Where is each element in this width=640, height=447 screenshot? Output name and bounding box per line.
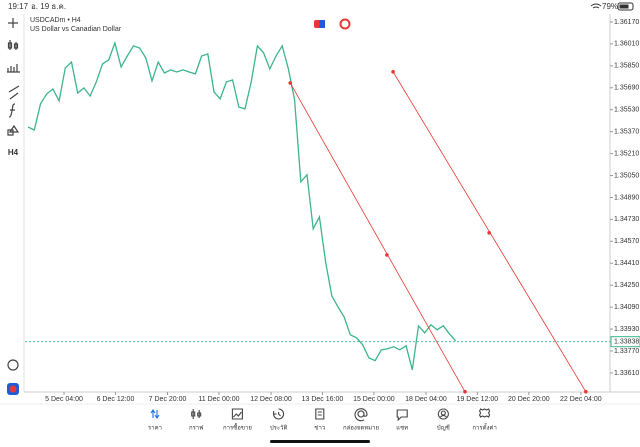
y-tick-label: 1.34570 bbox=[614, 238, 639, 245]
y-tick-label: 1.34090 bbox=[614, 304, 639, 311]
battery-icon bbox=[617, 2, 634, 11]
y-tick-label: 1.35850 bbox=[614, 63, 639, 70]
y-tick-label: 1.34730 bbox=[614, 216, 639, 223]
y-tick-label: 1.35370 bbox=[614, 128, 639, 135]
shapes-tool[interactable] bbox=[7, 124, 20, 136]
price-line bbox=[27, 40, 457, 370]
nav-label: ประวัติ bbox=[270, 425, 288, 432]
nav-icon bbox=[354, 408, 368, 422]
trendline-handle bbox=[288, 81, 293, 85]
nav-item[interactable]: กล่องจดหมาย bbox=[343, 408, 379, 432]
y-tick-label: 1.35210 bbox=[614, 150, 639, 157]
account-badge-dot bbox=[9, 385, 17, 393]
nav-icon bbox=[478, 408, 491, 418]
y-tick-label: 1.34410 bbox=[614, 260, 639, 267]
y-tick-label: 1.33610 bbox=[614, 370, 639, 377]
y-tick-label: 1.33930 bbox=[614, 326, 639, 333]
nav-label: ข่าว bbox=[314, 425, 325, 432]
x-tick-label: 22 Dec 04:00 bbox=[560, 396, 602, 403]
nav-icon bbox=[396, 409, 408, 422]
status-date: อ. 19 ธ.ค. bbox=[31, 2, 66, 11]
x-tick-label: 15 Dec 00:00 bbox=[353, 396, 395, 403]
nav-item[interactable]: การซื้อขาย bbox=[223, 408, 252, 432]
x-tick-label: 13 Dec 16:00 bbox=[302, 396, 344, 403]
y-tick-label: 1.35530 bbox=[614, 107, 639, 114]
status-battery: 79% bbox=[602, 2, 618, 11]
current-price-box bbox=[610, 336, 640, 348]
nav-icon bbox=[231, 408, 243, 420]
y-tick-label: 1.35690 bbox=[614, 85, 639, 92]
nav-label: การตั้งค่า bbox=[472, 422, 496, 432]
nav-label: แชท bbox=[396, 425, 408, 432]
trendline-handle bbox=[385, 253, 389, 257]
chart-title: USDCADm • H4 bbox=[30, 17, 81, 24]
nav-label: ราคา bbox=[148, 425, 162, 432]
x-tick-label: 7 Dec 20:00 bbox=[149, 396, 187, 403]
x-tick-label: 11 Dec 00:00 bbox=[198, 396, 239, 403]
nav-label: การซื้อขาย bbox=[223, 422, 252, 432]
chart-subtitle: US Dollar vs Canadian Dollar bbox=[30, 26, 122, 33]
wifi-icon bbox=[590, 3, 602, 9]
nav-icon bbox=[315, 408, 325, 420]
home-indicator bbox=[270, 440, 370, 443]
indicators-tool[interactable] bbox=[7, 64, 20, 73]
trade-tool[interactable] bbox=[7, 359, 19, 371]
one-click-toggle[interactable] bbox=[339, 18, 351, 30]
y-tick-label: 1.36170 bbox=[614, 19, 639, 26]
nav-item[interactable]: ข่าว bbox=[314, 408, 325, 432]
trendline-handle bbox=[487, 231, 491, 235]
crosshair-tool[interactable] bbox=[8, 18, 18, 28]
nav-icon bbox=[437, 408, 449, 420]
trendline bbox=[289, 82, 466, 392]
x-tick-label: 5 Dec 04:00 bbox=[45, 396, 83, 403]
nav-icon bbox=[273, 408, 285, 420]
nav-label: กราฟ bbox=[189, 425, 203, 432]
battery-level bbox=[619, 4, 629, 9]
x-tick-label: 12 Dec 08:00 bbox=[250, 396, 292, 403]
nav-item[interactable]: แชท bbox=[396, 409, 408, 432]
objects-tool[interactable] bbox=[8, 85, 20, 100]
y-tick-label: 1.35050 bbox=[614, 172, 639, 179]
trendline-handle bbox=[463, 389, 467, 394]
trendline-handle bbox=[391, 70, 395, 74]
y-tick-label: 1.34890 bbox=[614, 194, 639, 201]
status-time: 19:17 bbox=[8, 2, 29, 11]
chart-type-tool[interactable] bbox=[7, 40, 19, 50]
function-tool[interactable] bbox=[8, 103, 16, 118]
nav-label: บัญชี bbox=[437, 424, 450, 432]
y-tick-label: 1.33770 bbox=[614, 348, 639, 355]
nav-item[interactable]: ราคา bbox=[148, 409, 162, 432]
nav-item[interactable]: กราฟ bbox=[189, 409, 203, 432]
y-tick-label: 1.34250 bbox=[614, 282, 639, 289]
x-tick-label: 19 Dec 12:00 bbox=[457, 396, 499, 403]
nav-icon bbox=[150, 409, 160, 419]
left-toolbar bbox=[7, 18, 20, 371]
x-tick-label: 20 Dec 20:00 bbox=[508, 396, 550, 403]
buy-button[interactable] bbox=[319, 20, 326, 28]
y-tick-label: 1.36010 bbox=[614, 41, 639, 48]
current-price-label: 1.33838 bbox=[614, 339, 639, 346]
nav-icon bbox=[191, 409, 202, 419]
nav-label: กล่องจดหมาย bbox=[343, 425, 379, 432]
x-tick-label: 6 Dec 12:00 bbox=[97, 396, 135, 403]
timeframe-button[interactable]: H4 bbox=[8, 148, 19, 157]
x-tick-label: 18 Dec 04:00 bbox=[405, 396, 447, 403]
trendline-handle bbox=[584, 389, 588, 394]
nav-item[interactable]: ประวัติ bbox=[270, 408, 288, 432]
nav-item[interactable]: การตั้งค่า bbox=[472, 408, 497, 432]
nav-item[interactable]: บัญชี bbox=[437, 408, 450, 432]
